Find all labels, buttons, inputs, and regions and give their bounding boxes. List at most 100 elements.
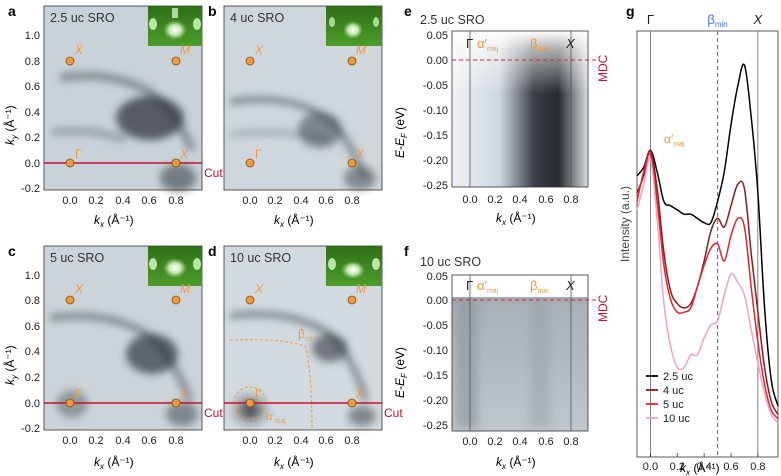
- panel-e-x-label: X: [565, 36, 576, 51]
- panel-c-x-top-label: X: [74, 282, 84, 296]
- panel-a-gamma-point: [65, 158, 75, 168]
- panel-d-cut-label: Cut: [384, 406, 403, 420]
- panel-e-kx-tick: 0.2: [487, 194, 502, 206]
- panel-d-letter: d: [208, 243, 217, 259]
- panel-a-xbar-label: X̄: [74, 43, 84, 57]
- panel-b-gamma-label: Γ: [255, 147, 262, 161]
- panel-a-kx-tick: 0.0: [62, 195, 77, 207]
- panel-b-sample-label: 4 uc SRO: [230, 11, 284, 25]
- panel-d-m-label: M: [356, 282, 366, 296]
- panel-e-e-tick: -0.10: [423, 105, 448, 117]
- panel-f-kx-tick: 0.8: [563, 436, 578, 448]
- panel-a-ky-tick: 0.6: [25, 81, 40, 93]
- panel-c-cut-label: Cut: [204, 406, 223, 420]
- panel-b-led-inset: [326, 6, 382, 46]
- panel-a-ky-tick: 0.8: [25, 56, 40, 68]
- panel-g-x-tick-label: 0.4: [696, 461, 711, 473]
- panel-f-e-tick: -0.05: [423, 320, 448, 332]
- panel-d-beta-label: βmin: [298, 327, 316, 343]
- panel-f-letter: f: [404, 243, 409, 259]
- panel-e-kx-tick: 0.4: [512, 194, 527, 206]
- panel-d-kx-tick: 0.2: [267, 435, 282, 447]
- panel-f-energy-axis-label: E-EF (eV): [393, 347, 409, 398]
- panel-a-x-point: [171, 158, 181, 168]
- panel-b-x-top-point: [245, 56, 255, 66]
- panel-b-gamma-point: [245, 158, 255, 168]
- panel-a: a 2.5 uc SRO Cut Γ X X̄ M 1.0 0.8 0.6 0.…: [2, 3, 223, 229]
- panel-d-x-point: [347, 398, 357, 408]
- panel-d-x-top-label: X: [254, 282, 264, 296]
- panel-a-x-label: X: [179, 147, 189, 161]
- panel-b-kx-tick: 0.0: [242, 195, 257, 207]
- panel-e-alpha-label: α′maj: [477, 36, 499, 53]
- panel-e-e-tick: -0.20: [423, 155, 448, 167]
- panel-f-mdc-label: MDC: [596, 294, 610, 322]
- panel-d-gamma-point: [245, 398, 255, 408]
- panel-f-alpha-label: α′maj: [477, 278, 499, 295]
- panel-c-led-inset: [148, 246, 202, 286]
- panel-e-e-tick: -0.05: [423, 80, 448, 92]
- panel-g-letter: g: [626, 3, 635, 19]
- panel-d-m-point: [347, 295, 357, 305]
- panel-c-letter: c: [8, 243, 16, 259]
- panel-c-x-label: X: [179, 387, 189, 401]
- panel-c-m-point: [171, 295, 181, 305]
- panel-d-x-top-point: [245, 295, 255, 305]
- panel-d-kx-tick: 0.0: [242, 435, 257, 447]
- panel-e-kx-tick: 0.8: [563, 194, 578, 206]
- panel-d-led-inset: [326, 246, 382, 286]
- panel-c-ky-tick: 1.0: [25, 270, 40, 282]
- panel-g-series-line: [636, 63, 779, 407]
- panel-a-ky-tick: 0.0: [25, 158, 40, 170]
- panel-f-e-tick: -0.15: [423, 370, 448, 382]
- panel-g-alpha-label: α′maj: [664, 132, 685, 148]
- panel-c-gamma-point: [65, 398, 75, 408]
- panel-c-ky-axis-label: ky (Å⁻¹): [2, 345, 19, 385]
- panel-c-kx-axis-label: kx (Å⁻¹): [94, 454, 134, 471]
- panel-f-sample-label: 10 uc SRO: [420, 255, 481, 269]
- panel-a-sample-label: 2.5 uc SRO: [50, 11, 115, 25]
- panel-e-mdc-label: MDC: [596, 54, 610, 82]
- panel-a-kx-axis-label: kx (Å⁻¹): [94, 212, 134, 229]
- panel-f-gamma-label: Γ: [466, 278, 473, 293]
- panel-e-kx-tick: 0.0: [462, 194, 477, 206]
- panel-d-kx-tick: 0.6: [318, 435, 333, 447]
- panel-c-kx-tick: 0.6: [141, 435, 156, 447]
- panel-g-legend-label: 4 uc: [663, 385, 684, 397]
- panel-a-ky-tick: 0.2: [25, 132, 40, 144]
- panel-a-kx-tick: 0.4: [115, 195, 130, 207]
- panel-f-e-tick: 0.05: [427, 271, 448, 283]
- panel-g-kx-axis-label: kx (Å⁻¹): [680, 460, 720, 476]
- panel-e-e-tick: -0.15: [423, 130, 448, 142]
- panel-f-kx-tick: 0.0: [462, 436, 477, 448]
- panel-a-ky-tick: 0.4: [25, 107, 40, 119]
- panel-g-ylabel: Intensity (a.u.): [618, 186, 632, 262]
- panel-f-e-tick: -0.10: [423, 345, 448, 357]
- panel-e-e-tick: 0.05: [427, 30, 448, 42]
- panel-g-x-tick-label: 0.6: [723, 461, 738, 473]
- panel-c-m-label: M: [180, 282, 190, 296]
- panel-b-m-point: [347, 56, 357, 66]
- panel-b-x-top-label: X: [254, 43, 264, 57]
- panel-f-e-tick: 0.00: [427, 295, 448, 307]
- panel-b-kx-axis-label: kx (Å⁻¹): [274, 212, 314, 229]
- panel-f-kx-tick: 0.4: [512, 436, 527, 448]
- panel-e: e 2.5 uc SRO Γ α′maj βmin X MDC 0.05 0.0…: [393, 3, 610, 227]
- panel-c-kx-tick: 0.0: [62, 435, 77, 447]
- panel-b-kx-tick: 0.2: [267, 195, 282, 207]
- panel-f-kx-axis-label: kx (Å⁻¹): [496, 454, 536, 471]
- panel-g-series-line: [636, 149, 779, 415]
- panel-d-kx-tick: 0.4: [293, 435, 308, 447]
- panel-c-sample-label: 5 uc SRO: [50, 251, 104, 265]
- panel-c-ky-tick: -0.2: [21, 423, 40, 435]
- panel-e-gamma-label: Γ: [466, 36, 473, 51]
- panel-g-series-line: [636, 157, 779, 424]
- panel-g-plot-frame: [636, 30, 779, 458]
- panel-g-marker-label: X: [753, 12, 764, 27]
- panel-f-beta-label: βmin: [530, 278, 549, 295]
- panel-f-x-label: X: [565, 278, 576, 293]
- panel-a-ky-axis-label: ky (Å⁻¹): [2, 105, 19, 145]
- panel-d: d 10 uc SRO Cut βmin α′maj Γ X X M 0.0 0…: [208, 243, 403, 471]
- panel-a-kx-tick: 0.8: [168, 195, 183, 207]
- panel-d-beta-contour: [229, 339, 313, 431]
